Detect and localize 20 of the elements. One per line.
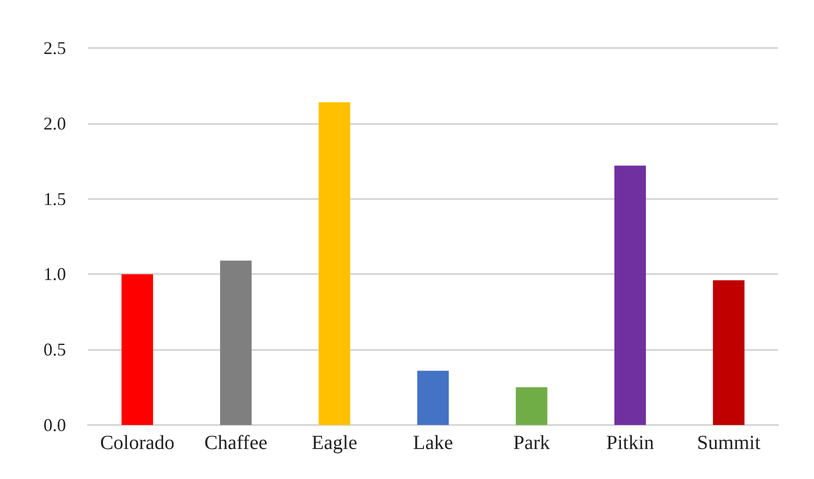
y-tick-label: 1.0 xyxy=(44,264,66,284)
x-tick-label: Lake xyxy=(413,432,454,454)
x-tick-label: Park xyxy=(513,432,550,454)
y-tick-label: 2.0 xyxy=(44,113,66,134)
y-tick-label: 0.0 xyxy=(44,415,66,435)
x-tick-label: Pitkin xyxy=(606,432,654,454)
bar xyxy=(614,166,646,425)
bar xyxy=(122,274,154,425)
x-tick-label: Chaffee xyxy=(204,432,268,454)
bar xyxy=(712,280,744,425)
bar xyxy=(417,370,449,425)
x-tick-label: Eagle xyxy=(312,432,358,454)
x-tick-label: Summit xyxy=(697,432,761,454)
bar xyxy=(318,102,350,425)
bar xyxy=(516,387,548,425)
y-tick-label: 2.5 xyxy=(44,38,66,58)
y-tick-label: 0.5 xyxy=(44,340,66,360)
x-tick-label: Colorado xyxy=(100,432,175,454)
bar xyxy=(220,260,252,425)
y-tick-label: 1.5 xyxy=(44,188,66,209)
